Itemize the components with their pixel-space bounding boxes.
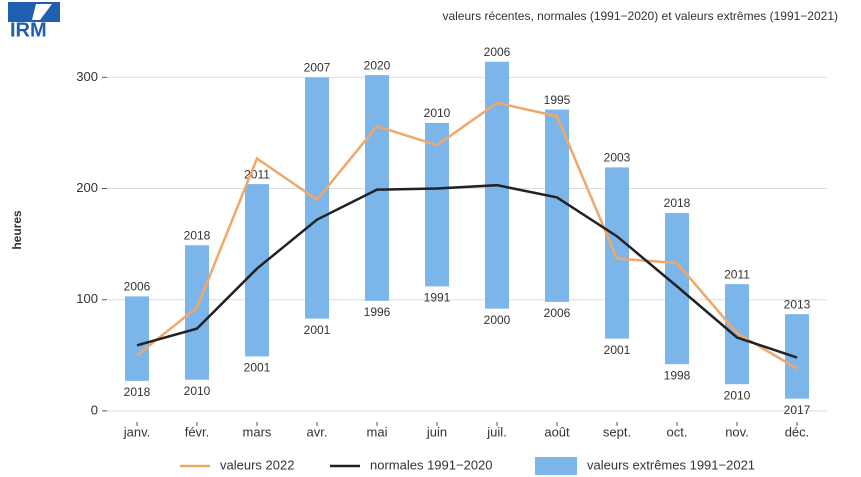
y-tick-label: 0: [91, 402, 98, 417]
chart-title: valeurs récentes, normales (1991−2020) e…: [442, 9, 838, 23]
x-tick-label: juil.: [486, 424, 507, 439]
high-label: 2010: [424, 106, 451, 120]
range-bar: [425, 122, 449, 287]
x-tick-label: avr.: [307, 424, 328, 439]
high-label: 1995: [544, 93, 571, 107]
range-bar: [665, 212, 689, 365]
x-tick-label: févr.: [185, 424, 210, 439]
x-tick-label: janv.: [123, 424, 151, 439]
low-label: 2000: [484, 313, 511, 327]
y-tick-label: 100: [76, 291, 98, 306]
high-label: 2013: [784, 297, 811, 311]
high-label: 2006: [124, 280, 151, 294]
line: [136, 101, 798, 370]
x-tick-label: sept.: [603, 424, 631, 439]
range-bar: [605, 167, 629, 339]
legend-label: normales 1991−2020: [370, 457, 493, 472]
x-tick-label: mars: [243, 424, 272, 439]
x-tick-label: août: [544, 424, 570, 439]
high-label: 2018: [184, 228, 211, 242]
line: [136, 183, 798, 359]
high-label: 2007: [304, 61, 331, 75]
high-label: 2006: [484, 45, 511, 59]
high-label: 2018: [664, 196, 691, 210]
low-label: 2001: [604, 343, 631, 357]
y-tick-label: 300: [76, 69, 98, 84]
range-bar: [185, 245, 209, 380]
legend-label: valeurs 2022: [220, 457, 294, 472]
x-tick-label: mai: [367, 424, 388, 439]
range-bar: [365, 75, 389, 301]
low-label: 2001: [244, 361, 271, 375]
high-label: 2020: [364, 58, 391, 72]
low-label: 1991: [424, 291, 451, 305]
low-label: 1996: [364, 305, 391, 319]
logo: IRM: [10, 19, 47, 41]
high-label: 2011: [724, 267, 750, 281]
low-label: 2010: [724, 388, 751, 402]
high-label: 2003: [604, 151, 631, 165]
y-tick-label: 200: [76, 180, 98, 195]
x-tick-label: déc.: [785, 424, 810, 439]
legend-label: valeurs extrêmes 1991−2021: [587, 457, 755, 472]
low-label: 2017: [784, 403, 811, 417]
low-label: 2018: [124, 385, 151, 399]
x-tick-label: nov.: [725, 424, 749, 439]
range-bar: [545, 109, 569, 302]
x-tick-label: juin: [426, 424, 447, 439]
range-bar: [125, 296, 149, 381]
legend-swatch: [535, 457, 577, 475]
x-tick-label: oct.: [667, 424, 688, 439]
low-label: 2001: [304, 323, 331, 337]
low-label: 2010: [184, 384, 211, 398]
low-label: 1998: [664, 368, 691, 382]
logo-stroke: [32, 4, 52, 20]
high-label: 2011: [244, 167, 270, 181]
y-axis-label: heures: [10, 210, 24, 250]
low-label: 2006: [544, 306, 571, 320]
